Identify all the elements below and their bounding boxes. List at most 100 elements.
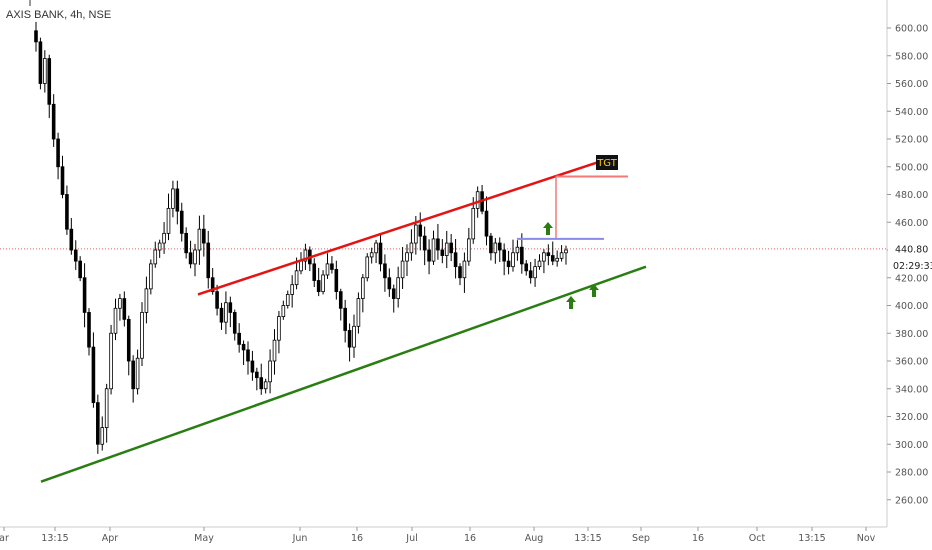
candle — [113, 298, 118, 341]
candle-body — [91, 346, 96, 404]
candle-body — [78, 260, 82, 279]
candle — [467, 227, 471, 266]
candle-body — [255, 371, 259, 379]
y-tick-label: 580.00 — [895, 51, 928, 62]
candle-body — [365, 256, 370, 279]
candle-layer — [34, 21, 568, 454]
candle — [374, 239, 378, 264]
candle — [60, 155, 65, 199]
candle — [87, 308, 91, 356]
candle-body — [87, 312, 91, 348]
candle-body — [316, 280, 321, 293]
candle-body — [409, 242, 414, 254]
upper-trendline[interactable] — [197, 161, 598, 296]
y-tick-label: 420.00 — [895, 273, 928, 284]
candle — [321, 270, 325, 295]
candle-body — [175, 188, 180, 212]
x-tick-label: Aug — [525, 533, 544, 544]
candle-body — [383, 263, 387, 279]
candle-body — [51, 103, 56, 140]
candle — [378, 234, 383, 272]
y-tick-label: 380.00 — [895, 329, 928, 340]
candle — [436, 223, 440, 260]
candle-body — [144, 288, 149, 313]
candle-body — [118, 298, 122, 309]
candle — [383, 254, 387, 292]
candle-body — [113, 307, 118, 334]
candle — [418, 212, 423, 251]
candle-body — [237, 332, 241, 345]
candle-body — [546, 252, 551, 256]
candle — [73, 240, 78, 270]
candle — [281, 300, 286, 320]
tgt-label[interactable]: TGT — [596, 155, 618, 170]
candle — [140, 302, 144, 367]
candle — [400, 247, 405, 289]
candle-body — [290, 284, 294, 295]
candle — [559, 245, 564, 262]
y-tick-label: 540.00 — [895, 107, 928, 118]
candle-body — [224, 302, 228, 323]
x-tick-label: May — [194, 533, 214, 544]
candle — [546, 244, 551, 266]
candle — [511, 239, 515, 272]
candle-body — [263, 381, 268, 390]
candle-body — [524, 263, 529, 272]
candle-body — [378, 242, 383, 265]
last-price-value: 440.80 — [895, 244, 928, 255]
candle-body — [422, 235, 427, 251]
candle — [188, 240, 193, 269]
candle — [126, 315, 131, 376]
x-tick-label: 13:15 — [574, 533, 601, 544]
candle-body — [453, 252, 458, 268]
lower-trendline[interactable] — [40, 265, 647, 483]
candle-body — [564, 249, 568, 254]
candle-body — [493, 242, 498, 254]
candle-body — [210, 277, 215, 293]
candle-body — [396, 277, 400, 299]
candle — [405, 244, 409, 276]
candle-body — [272, 339, 277, 362]
candle — [471, 197, 476, 244]
y-tick-label: 340.00 — [895, 384, 928, 395]
candle-body — [250, 360, 255, 373]
candle — [484, 196, 489, 246]
candle — [91, 332, 96, 408]
candle-body — [259, 377, 264, 390]
candle-body — [122, 298, 127, 320]
candle — [219, 302, 224, 330]
candle-body — [497, 242, 502, 251]
drawing-layer[interactable]: TGT — [40, 155, 647, 483]
candle-body — [135, 357, 140, 390]
candle — [215, 284, 219, 316]
candle — [365, 253, 370, 282]
candle — [316, 267, 321, 297]
candle-body — [241, 343, 246, 351]
y-tick-label: 360.00 — [895, 357, 928, 368]
candle — [453, 238, 458, 279]
candle — [47, 54, 52, 119]
x-tick-label: 16 — [692, 533, 704, 544]
candle-body — [65, 194, 69, 230]
candle — [144, 276, 149, 324]
x-tick-label: 16 — [351, 533, 363, 544]
candle-body — [202, 228, 206, 244]
candle — [312, 258, 317, 287]
candle-body — [431, 238, 436, 262]
candle — [506, 250, 511, 275]
candle-body — [232, 312, 237, 334]
candle — [555, 250, 559, 267]
candle — [444, 230, 449, 269]
candle-body — [228, 302, 233, 313]
y-tick-label: 500.00 — [895, 162, 928, 173]
candle-body — [537, 260, 542, 268]
candle — [533, 258, 537, 287]
candle — [69, 218, 74, 255]
candle-body — [520, 246, 524, 265]
candle-body — [436, 238, 440, 251]
candle — [564, 245, 568, 265]
candle — [206, 230, 211, 289]
candle — [109, 324, 113, 395]
